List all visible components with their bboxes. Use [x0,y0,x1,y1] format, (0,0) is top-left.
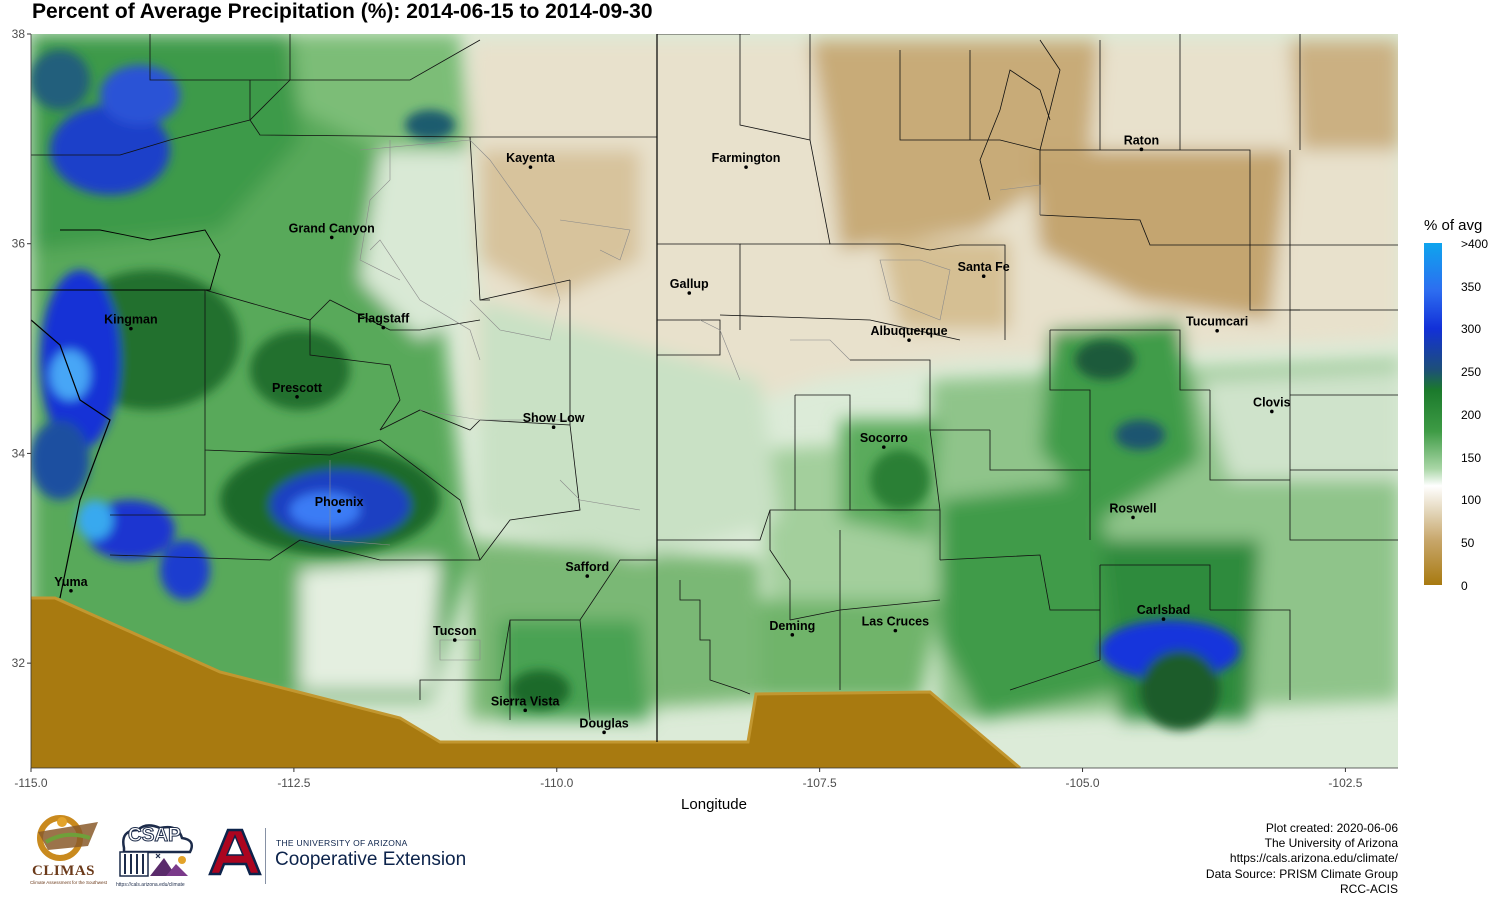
credit-university: The University of Arizona [1264,836,1398,851]
y-tick-label: 36 [12,237,26,251]
x-tick-label: -112.5 [277,776,310,790]
logos: CLIMAS Climate Assessment for the Southw… [28,812,498,892]
y-tick-label: 34 [12,446,26,460]
plot-credits: Plot created: 2020-06-06 The University … [1206,821,1398,897]
no-data-region [31,598,1020,768]
city-point-kingman [129,326,133,331]
city-label-prescott: Prescott [272,381,323,395]
x-tick-label: -105.0 [1066,776,1100,790]
city-point-show-low [551,425,556,430]
credit-data-source: Data Source: PRISM Climate Group [1205,866,1398,881]
city-label-farmington: Farmington [712,151,781,165]
credit-plot-created: Plot created: 2020-06-06 [1265,821,1398,835]
city-label-carlsbad: Carlsbad [1137,603,1191,617]
city-label-sierra-vista: Sierra Vista [491,694,561,708]
legend-tick-label: 200 [1461,407,1482,422]
x-axis-ticks: -115.0 -112.5 -110.0 -107.5 -105.0 -102.5 [14,768,1363,790]
city-label-grand-canyon: Grand Canyon [289,221,375,235]
ua-university-name: THE UNIVERSITY OF ARIZONA [276,838,408,848]
city-label-clovis: Clovis [1253,395,1291,409]
y-axis-ticks: 32 34 36 38 [12,27,31,670]
city-label-raton: Raton [1124,133,1159,147]
legend-tick-label: 350 [1461,279,1482,294]
city-label-socorro: Socorro [860,431,908,445]
city-label-las-cruces: Las Cruces [862,615,929,629]
credit-url: https://cals.arizona.edu/climate/ [1229,851,1398,866]
csap-logo: CSAP https://cals.arizona.edu/climate [116,824,196,888]
x-tick-label: -115.0 [14,776,47,790]
climas-logo [37,815,98,861]
city-point-yuma [69,588,73,593]
city-point-grand-canyon [329,235,334,240]
legend-tick-label: 100 [1461,493,1482,508]
city-point-raton [1139,147,1144,152]
map-title: Percent of Average Precipitation (%): 20… [32,0,653,23]
city-point-flagstaff [381,325,386,330]
university-of-arizona-logo [208,828,266,884]
city-label-deming: Deming [769,619,815,633]
city-label-roswell: Roswell [1109,501,1156,515]
ua-cooperative-extension: Cooperative Extension [275,849,467,870]
city-label-tucumcari: Tucumcari [1186,315,1248,329]
city-label-phoenix: Phoenix [315,495,364,509]
city-labels: Kayenta Farmington Raton Grand Canyon Santa … [54,133,1290,730]
city-point-socorro [881,445,886,449]
credit-rcc-acis: RCC-ACIS [1339,881,1398,896]
csap-logo-url: https://cals.arizona.edu/climate [116,882,185,888]
legend-tick-label: 50 [1461,535,1475,550]
city-point-gallup [687,291,692,295]
city-point-tucumcari [1215,328,1219,333]
city-label-show-low: Show Low [523,411,585,425]
legend-tick-label: 0 [1461,578,1468,593]
legend-colorbar [1424,243,1442,585]
city-point-safford [585,574,590,578]
city-label-flagstaff: Flagstaff [357,312,410,326]
x-axis-title: Longitude [681,796,747,813]
city-point-carlsbad [1161,617,1166,621]
city-point-roswell [1131,515,1135,520]
climas-logo-subtext: Climate Assessment for the Southwest [30,880,108,885]
city-point-kayenta [528,165,533,169]
legend-tick-label: 250 [1461,365,1482,380]
legend-tick-label: 300 [1461,322,1482,337]
city-label-santa-fe: Santa Fe [958,260,1010,274]
city-label-tucson: Tucson [433,624,477,638]
city-point-sierra-vista [523,708,528,713]
city-label-albuquerque: Albuquerque [870,324,947,338]
city-point-phoenix [337,509,341,513]
legend-tick-label: 150 [1461,450,1482,465]
city-label-douglas: Douglas [579,716,628,730]
csap-logo-text: CSAP [128,825,182,847]
city-points [69,147,1274,735]
map-raster: Kayenta Farmington Raton Grand Canyon Santa … [31,34,1398,768]
city-point-douglas [602,730,606,735]
city-point-farmington [744,165,748,169]
x-tick-label: -102.5 [1328,776,1362,790]
city-point-deming [790,633,795,637]
legend-tick-label: >400 [1461,237,1489,251]
legend-title: % of avg [1424,217,1483,234]
city-label-kingman: Kingman [104,313,157,327]
climas-logo-text: CLIMAS [32,863,96,879]
city-point-las-cruces [893,628,898,633]
city-point-prescott [295,395,299,399]
city-label-safford: Safford [565,560,609,574]
city-point-clovis [1270,409,1274,414]
city-label-kayenta: Kayenta [506,151,556,165]
y-tick-label: 32 [12,656,26,670]
city-label-gallup: Gallup [670,277,709,291]
y-tick-label: 38 [12,27,26,41]
x-tick-label: -110.0 [540,776,573,790]
x-tick-label: -107.5 [803,776,837,790]
city-point-albuquerque [907,338,911,342]
city-point-tucson [452,638,457,642]
city-label-yuma: Yuma [54,575,88,589]
city-point-santa-fe [981,274,986,279]
